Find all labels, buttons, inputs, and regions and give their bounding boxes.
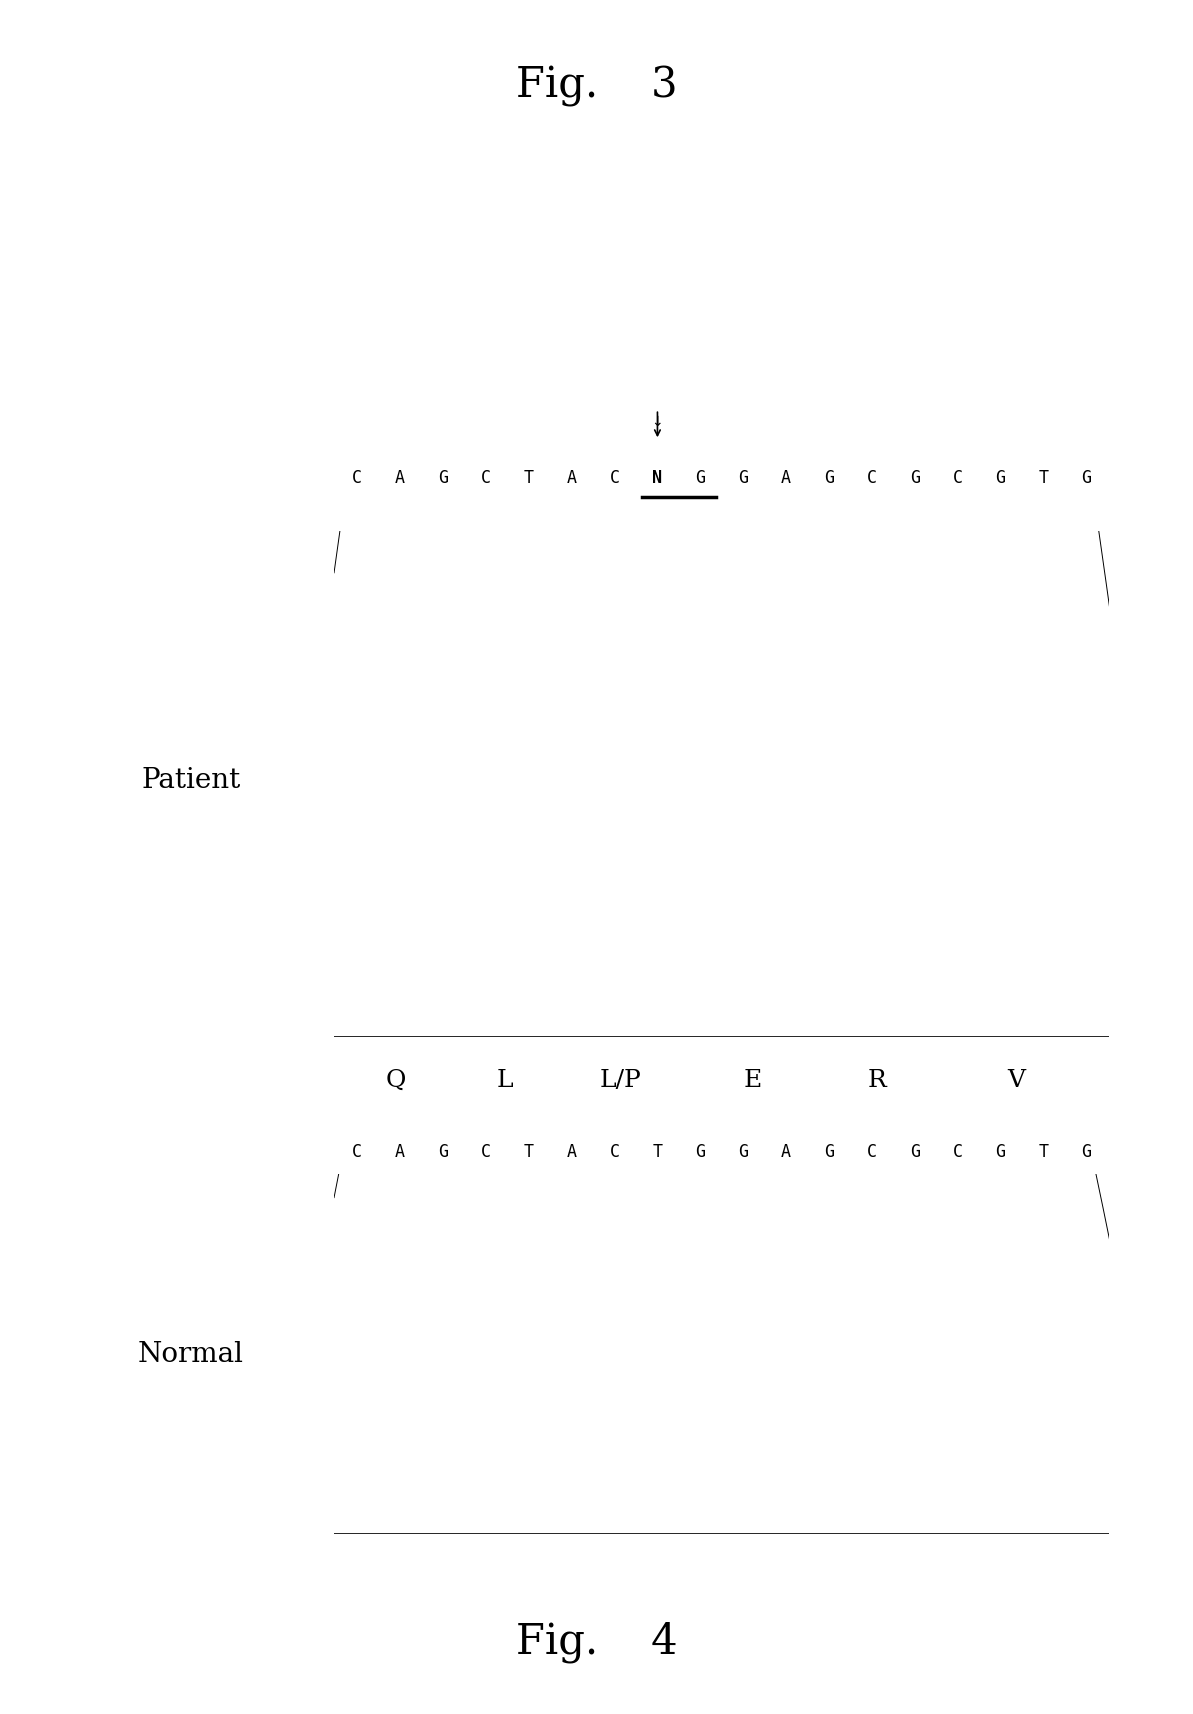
Text: G: G (438, 1142, 449, 1160)
Text: Patient: Patient (141, 766, 241, 794)
Text: C: C (481, 470, 492, 487)
Text: G: G (995, 470, 1006, 487)
Text: Normal: Normal (138, 1340, 243, 1368)
Text: G: G (1081, 470, 1092, 487)
Text: R: R (867, 1068, 886, 1092)
Text: C: C (867, 1142, 877, 1160)
Text: T: T (653, 1142, 662, 1160)
Text: C: C (352, 470, 363, 487)
Text: Fig.    3: Fig. 3 (515, 65, 678, 106)
Text: Fig.    4: Fig. 4 (515, 1620, 678, 1661)
Text: A: A (395, 1142, 406, 1160)
Text: A: A (395, 470, 406, 487)
Text: G: G (696, 470, 705, 487)
Text: Q: Q (385, 1068, 407, 1092)
Text: C: C (610, 1142, 619, 1160)
Text: L: L (496, 1068, 513, 1092)
Text: A: A (781, 470, 791, 487)
Text: G: G (738, 470, 748, 487)
Text: T: T (1038, 470, 1049, 487)
Text: A: A (567, 1142, 576, 1160)
Text: G: G (438, 470, 449, 487)
Text: N: N (653, 470, 662, 487)
Text: G: G (738, 1142, 748, 1160)
Text: T: T (524, 470, 533, 487)
Text: ↓: ↓ (651, 415, 663, 428)
Text: G: G (995, 1142, 1006, 1160)
Text: L/P: L/P (600, 1068, 642, 1092)
Text: C: C (481, 1142, 492, 1160)
Text: E: E (743, 1068, 762, 1092)
Text: C: C (952, 470, 963, 487)
Text: A: A (567, 470, 576, 487)
Text: G: G (824, 1142, 834, 1160)
Text: G: G (910, 1142, 920, 1160)
Text: C: C (867, 470, 877, 487)
Text: T: T (1038, 1142, 1049, 1160)
Text: C: C (952, 1142, 963, 1160)
Text: C: C (610, 470, 619, 487)
Text: G: G (910, 470, 920, 487)
Text: V: V (1007, 1068, 1026, 1092)
Text: G: G (824, 470, 834, 487)
Text: G: G (696, 1142, 705, 1160)
Text: T: T (524, 1142, 533, 1160)
Text: A: A (781, 1142, 791, 1160)
Text: C: C (352, 1142, 363, 1160)
Text: G: G (1081, 1142, 1092, 1160)
